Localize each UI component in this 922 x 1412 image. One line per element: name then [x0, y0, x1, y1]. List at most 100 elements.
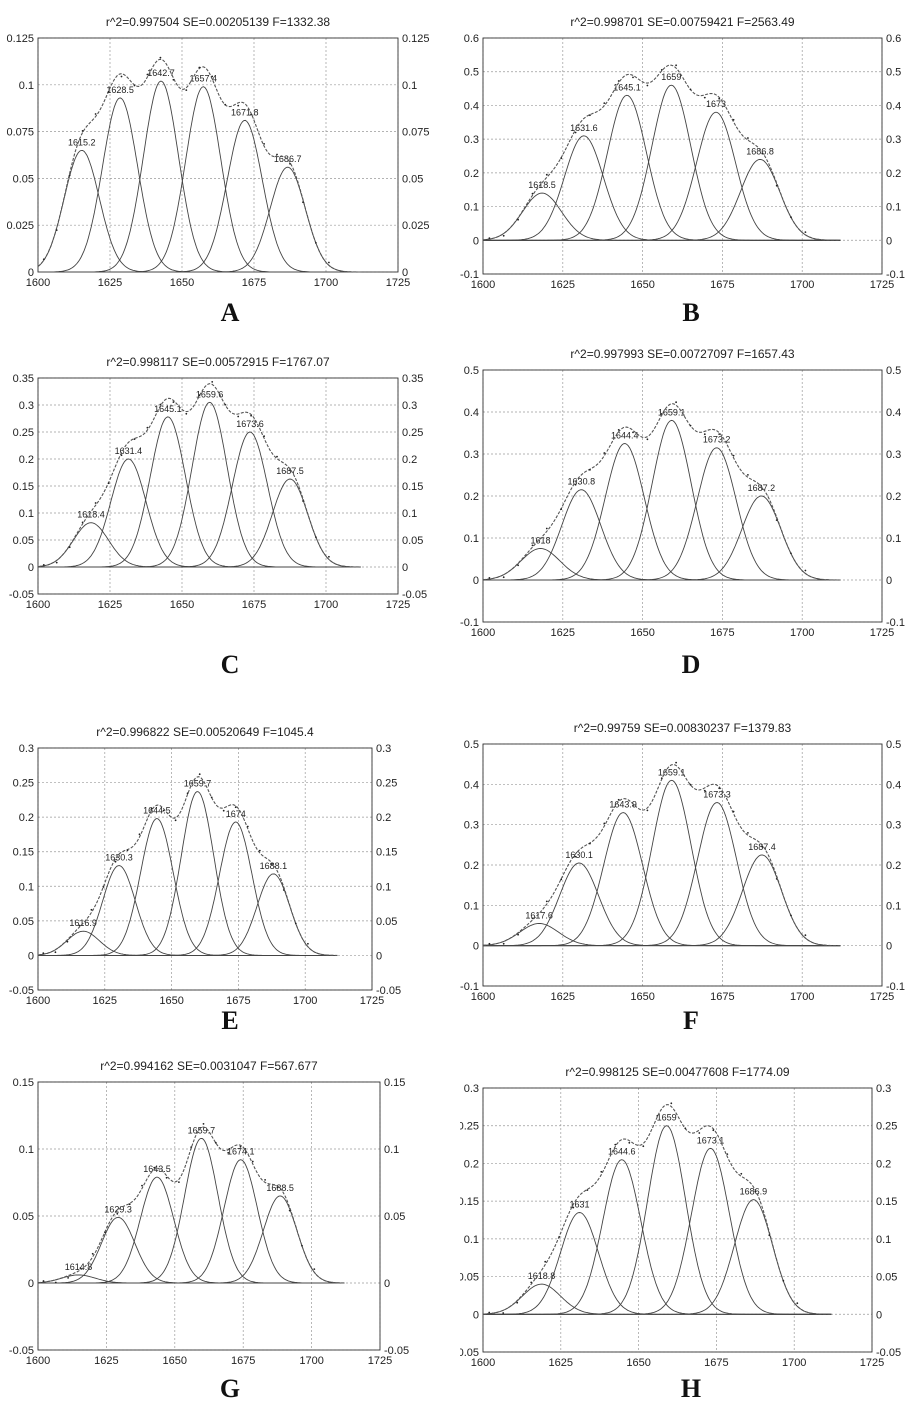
plot-frame [37, 747, 373, 991]
data-point [646, 809, 649, 812]
data-point [718, 787, 721, 790]
band-curve [483, 447, 841, 581]
y-tick-label-left: 0.3 [464, 820, 479, 832]
y-tick-label-right: 0.25 [402, 427, 423, 439]
plot-frame [37, 37, 399, 273]
chart-title: r^2=0.99759 SE=0.00830237 F=1379.83 [574, 721, 792, 735]
data-point [617, 429, 620, 431]
data-point [775, 184, 778, 187]
y-tick-label-left: 0.3 [464, 449, 479, 461]
data-point [617, 80, 620, 82]
data-point [586, 1189, 589, 1191]
chart-panel-c: r^2=0.998117 SE=0.00572915 F=1767.07 -0.0… [0, 338, 460, 690]
data-point [146, 426, 149, 429]
y-tick-label-right: 0.1 [886, 533, 901, 545]
data-point [178, 1181, 180, 1183]
y-tick-label-right: 0.1 [376, 881, 391, 893]
data-point [42, 258, 45, 261]
data-point [264, 1179, 266, 1181]
data-point [172, 401, 175, 403]
x-tick-label: 1700 [790, 627, 814, 638]
data-point [761, 845, 764, 848]
y-tick-label-right: 0.05 [402, 535, 423, 547]
y-tick-label-right: 0.05 [876, 1272, 897, 1284]
y-tick-label-left: 0.4 [464, 100, 479, 112]
data-point [726, 1153, 729, 1155]
data-point [660, 413, 663, 415]
envelope-curve [483, 1104, 832, 1315]
y-tick-label-left: 0.3 [464, 1083, 479, 1095]
data-point [747, 832, 749, 834]
band-curve [483, 1199, 832, 1315]
y-tick-label-left: 0.2 [464, 1158, 479, 1170]
x-tick-label: 1725 [870, 627, 894, 638]
data-point [42, 952, 45, 955]
data-point [560, 508, 563, 510]
data-point [66, 940, 69, 943]
y-tick-label-left: 0.3 [19, 743, 34, 755]
data-point [603, 822, 606, 825]
x-tick-label: 1725 [870, 279, 894, 291]
band-curve [483, 802, 841, 947]
y-tick-label-right: 0.1 [384, 1144, 399, 1156]
x-tick-label: 1650 [630, 991, 654, 1003]
y-tick-label-right: 0.15 [384, 1077, 405, 1089]
data-point [488, 1311, 491, 1314]
band-curve [483, 1212, 832, 1315]
y-tick-label-left: 0 [473, 235, 479, 247]
y-tick-label-left: -0.1 [460, 981, 479, 993]
data-point [628, 1141, 631, 1144]
y-tick-label-left: 0.1 [19, 881, 34, 893]
data-point [165, 1176, 168, 1179]
panel-label-g: G [219, 1374, 241, 1403]
data-point [328, 261, 330, 264]
data-point [133, 438, 136, 440]
data-point [747, 474, 749, 476]
y-tick-label-left: 0 [28, 562, 34, 574]
data-point [516, 1301, 519, 1304]
data-point [502, 1312, 505, 1314]
y-tick-label-left: 0.3 [464, 134, 479, 146]
data-point [246, 825, 249, 828]
y-tick-label-right: 0 [886, 235, 892, 247]
data-point [589, 842, 591, 845]
band-label: 1630.1 [565, 850, 593, 860]
x-tick-label: 1700 [790, 991, 814, 1003]
band-label: 1631.4 [115, 446, 143, 456]
band-label: 1659 [657, 1113, 677, 1123]
y-tick-label-left: 0.1 [464, 1234, 479, 1246]
band-label: 1644.5 [143, 806, 171, 816]
data-point [162, 809, 165, 812]
y-tick-label-right: -0.05 [402, 589, 427, 601]
data-point [545, 900, 548, 903]
data-point [107, 482, 110, 485]
data-point [740, 1172, 743, 1175]
envelope-curve [37, 1126, 345, 1284]
data-point [790, 216, 792, 219]
x-tick-label: 1625 [551, 627, 575, 638]
data-point [270, 863, 273, 865]
y-tick-label-right: 0 [384, 1278, 390, 1290]
y-tick-label-right: 0.2 [886, 860, 901, 872]
chart-plot-c: r^2=0.998117 SE=0.00572915 F=1767.07 -0.0… [9, 355, 427, 611]
data-point [288, 1209, 291, 1212]
y-tick-label-left: 0.5 [464, 739, 479, 751]
chart-title: r^2=0.994162 SE=0.0031047 F=567.677 [100, 1059, 318, 1073]
y-tick-label-left: 0.1 [464, 202, 479, 214]
chart-title: r^2=0.998117 SE=0.00572915 F=1767.07 [106, 355, 330, 369]
data-point [632, 76, 634, 79]
band-label: 1618.5 [528, 180, 556, 190]
data-point [222, 809, 225, 812]
data-point [703, 789, 706, 792]
data-point [224, 103, 227, 106]
band-label: 1671.8 [231, 107, 259, 117]
data-point [660, 69, 663, 71]
data-point [689, 783, 692, 786]
data-point [126, 849, 129, 852]
x-tick-label: 1650 [626, 1357, 650, 1368]
band-curve [38, 97, 361, 273]
data-point [560, 157, 563, 160]
data-point [790, 914, 792, 917]
data-point [589, 469, 591, 471]
band-label: 1659.1 [658, 407, 686, 417]
